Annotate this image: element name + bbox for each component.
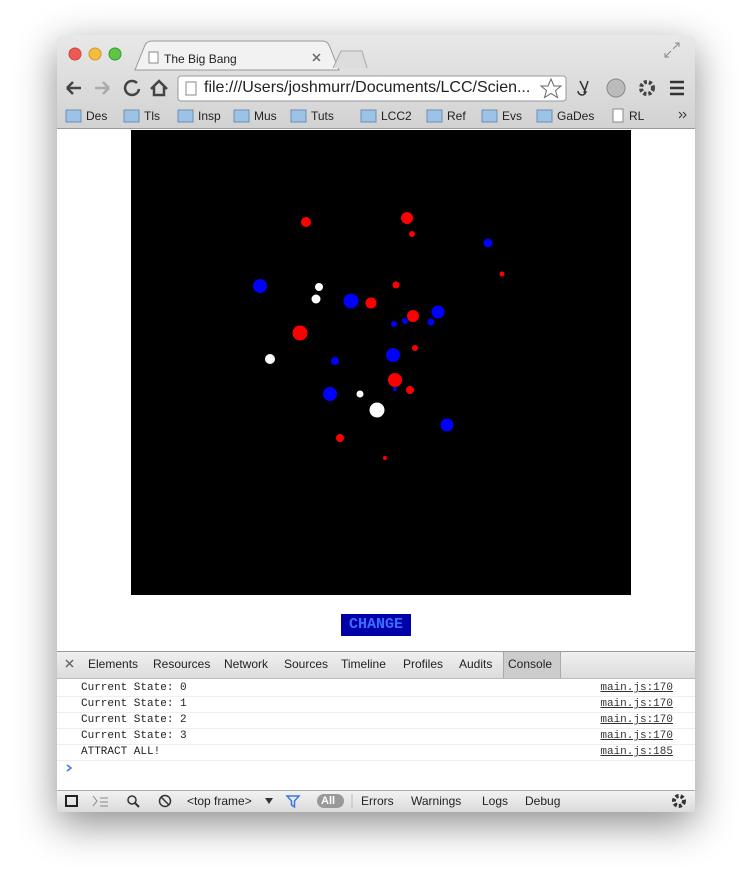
file-icon — [185, 81, 197, 96]
home[interactable] — [150, 79, 168, 97]
chrome-icons — [65, 40, 687, 123]
devtools-tab[interactable]: Sources — [284, 657, 329, 671]
filter-level[interactable]: Warnings — [411, 794, 462, 808]
back[interactable] — [66, 81, 81, 95]
bookmarks-overflow[interactable] — [678, 111, 687, 119]
frame-selector[interactable]: <top frame> — [187, 794, 252, 808]
console-row — [57, 697, 695, 713]
console-row — [57, 729, 695, 745]
clear-button[interactable] — [158, 794, 172, 808]
console-message: ATTRACT ALL! — [81, 746, 161, 758]
devtools-tab[interactable]: Resources — [153, 657, 211, 671]
toolbar-icons — [65, 794, 686, 809]
console-message: Current State: 3 — [81, 730, 187, 742]
console-source[interactable]: main.js:170 — [600, 714, 673, 726]
reload[interactable] — [123, 79, 141, 97]
filter-level[interactable]: Logs — [482, 794, 509, 808]
forward[interactable] — [95, 81, 110, 95]
search-button[interactable] — [127, 795, 137, 805]
console-message: Current State: 2 — [81, 714, 187, 726]
console-message: Current State: 1 — [81, 698, 187, 710]
tab[interactable] — [134, 40, 340, 71]
console-row — [57, 713, 695, 729]
menu[interactable] — [670, 80, 684, 96]
close-button[interactable] — [68, 47, 82, 61]
devtools-toolbar — [57, 790, 695, 812]
particles — [253, 212, 505, 460]
settings[interactable] — [639, 80, 655, 96]
console-source[interactable]: main.js:185 — [600, 746, 673, 758]
devtools-tab[interactable]: Timeline — [341, 657, 386, 671]
filter-pill[interactable] — [317, 794, 344, 808]
bookmark[interactable]: Mus — [254, 109, 277, 123]
bookmark[interactable]: Ref — [447, 109, 466, 123]
filter-level[interactable]: Errors — [361, 794, 394, 808]
page-icon — [148, 51, 159, 64]
devtools-tab[interactable]: Audits — [459, 657, 493, 671]
devtools-close[interactable] — [57, 651, 87, 677]
bookmark[interactable]: Insp — [198, 109, 221, 123]
url[interactable]: file:///Users/joshmurr/Documents/LCC/Sci… — [204, 79, 531, 96]
console-prompt[interactable] — [65, 763, 75, 773]
bookmark[interactable]: Des — [86, 109, 108, 123]
devtools-tab[interactable]: Console — [508, 657, 553, 671]
change-button[interactable]: CHANGE — [341, 614, 411, 636]
selected-tab — [503, 652, 561, 678]
fullscreen[interactable] — [664, 42, 680, 58]
devtools-tab[interactable]: Elements — [88, 657, 139, 671]
console-source[interactable]: main.js:170 — [600, 730, 673, 742]
tab-title[interactable]: The Big Bang — [164, 52, 237, 66]
filter-level[interactable]: Debug — [525, 794, 561, 808]
new-tab[interactable] — [332, 50, 368, 69]
devtools-tab[interactable]: Network — [224, 657, 269, 671]
frame-dropdown[interactable] — [265, 798, 273, 804]
tab-close[interactable] — [312, 53, 321, 62]
bookmark[interactable]: Tuts — [311, 109, 334, 123]
bookmark[interactable]: LCC2 — [381, 109, 412, 123]
bookmark[interactable]: RL — [629, 109, 645, 123]
address-bar[interactable] — [177, 75, 567, 102]
simulation-canvas — [131, 130, 631, 595]
bookmark[interactable]: Tls — [144, 109, 160, 123]
extension-icon[interactable] — [577, 80, 589, 96]
bookmark[interactable]: Evs — [502, 109, 523, 123]
page-icon — [612, 108, 624, 123]
console-row — [57, 681, 695, 697]
filter-button[interactable] — [285, 795, 301, 809]
bookmark[interactable]: GaDes — [557, 109, 595, 123]
browser-window: The Big Bang file:///Users/joshmurr/Docu… — [57, 35, 695, 812]
console: Current State: 0 main.js:170 Current State… — [57, 679, 695, 789]
zoom-button[interactable] — [108, 47, 122, 61]
drawer-button[interactable] — [92, 795, 108, 807]
filter-all[interactable]: All — [321, 795, 336, 807]
settings[interactable] — [672, 794, 686, 808]
devtools-tabbar — [57, 651, 695, 679]
console-row — [57, 745, 695, 761]
console-source[interactable]: main.js:170 — [600, 682, 673, 694]
bookmark-star[interactable] — [539, 77, 563, 99]
console-source[interactable]: main.js:170 — [600, 698, 673, 710]
minimize-button[interactable] — [88, 47, 102, 61]
extension-icon[interactable] — [606, 78, 626, 98]
console-message: Current State: 0 — [81, 682, 187, 694]
devtools-tab[interactable]: Profiles — [403, 657, 444, 671]
dock-button[interactable] — [65, 795, 78, 807]
folder-icons — [65, 109, 553, 123]
